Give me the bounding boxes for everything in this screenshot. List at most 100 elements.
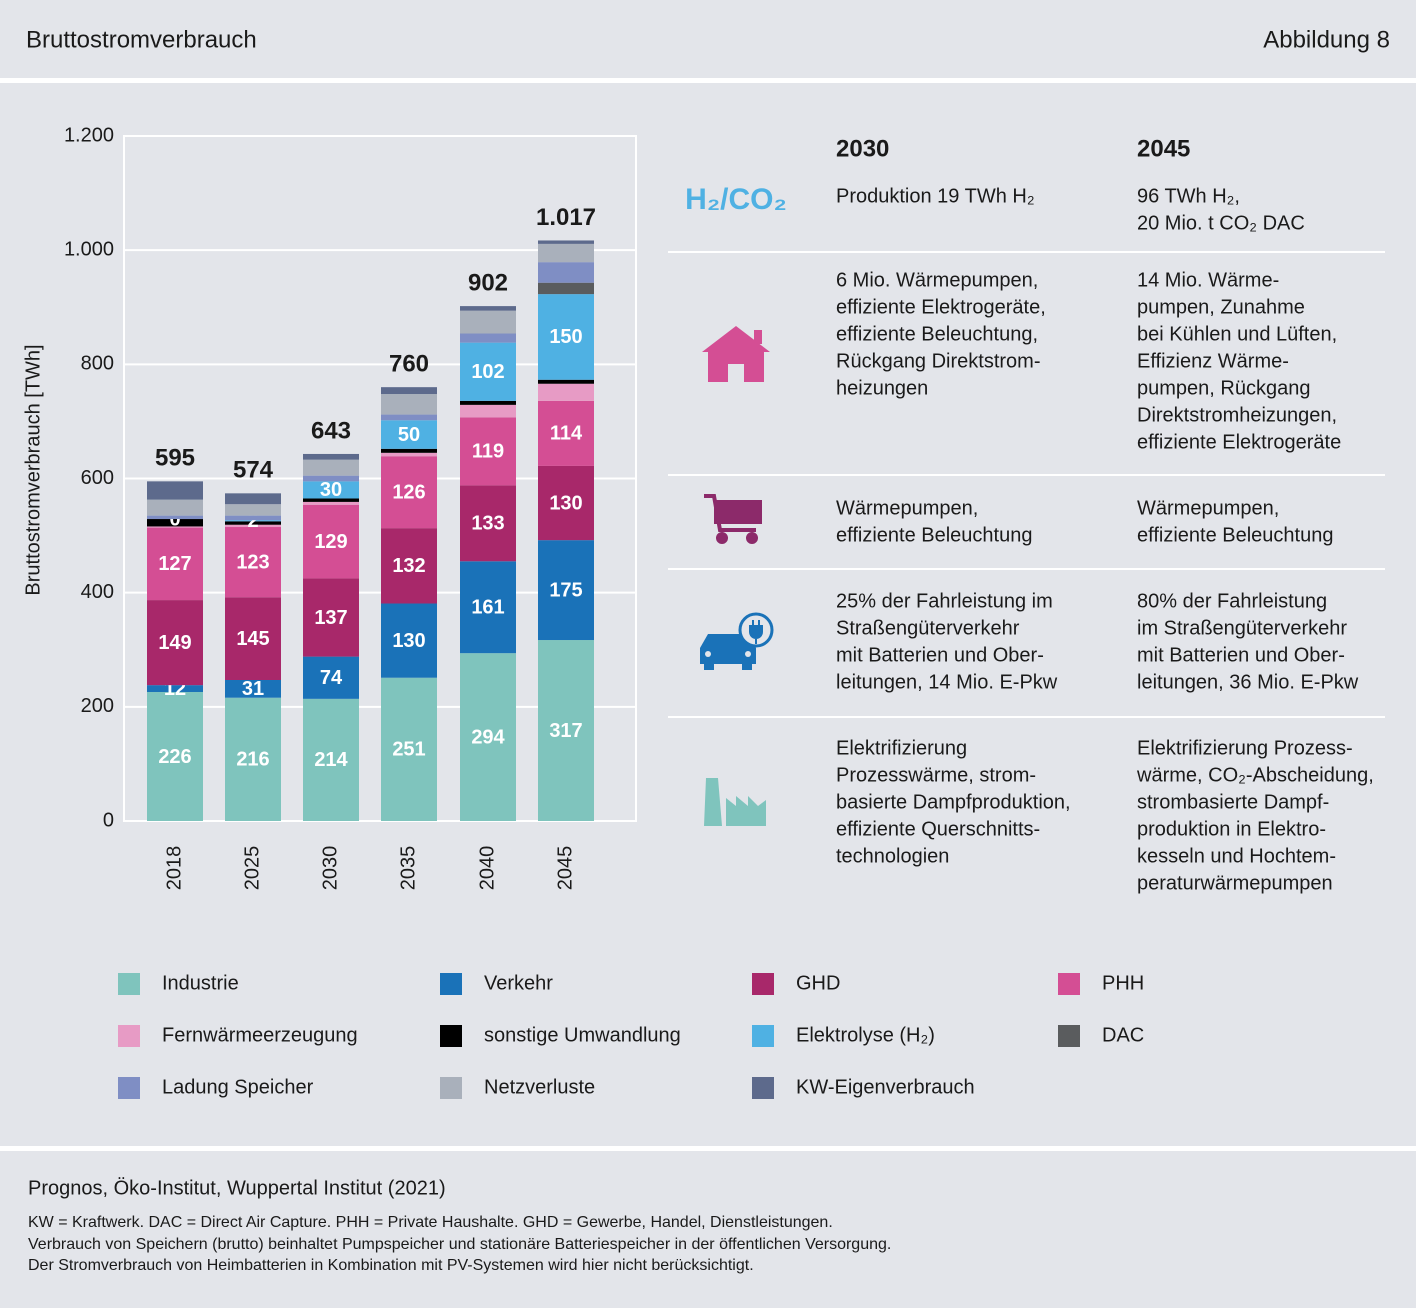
- data-label: 132: [392, 555, 425, 577]
- bar-segment: [303, 453, 359, 460]
- table-header: 2045: [1137, 135, 1190, 162]
- data-label: 214: [314, 749, 348, 771]
- legend-swatch: [1058, 1025, 1080, 1047]
- legend-label: Elektrolyse (H₂): [796, 1024, 935, 1046]
- bar-segment: [381, 452, 437, 457]
- bar-segment: [460, 404, 516, 418]
- bar-segment: [225, 515, 281, 521]
- bar-segment: [225, 520, 281, 522]
- legend-label: DAC: [1102, 1024, 1144, 1046]
- bar-segment: [460, 342, 516, 401]
- bar-segment: [460, 653, 516, 821]
- legend-swatch: [440, 1025, 462, 1047]
- data-label: 130: [392, 630, 425, 652]
- x-tick-label: 2040: [476, 846, 498, 891]
- data-label: 74: [320, 667, 343, 689]
- bar-segment: [147, 691, 203, 821]
- data-label: 294: [471, 726, 505, 748]
- table-cell-line: Elektrifizierung Prozess-: [1137, 737, 1353, 759]
- y-tick-label: 1.000: [64, 238, 114, 260]
- bar-segment: [538, 383, 594, 401]
- bar-segment: [147, 519, 203, 527]
- data-label: 251: [392, 739, 425, 761]
- bar-segment: [460, 333, 516, 343]
- bar-segment: [381, 528, 437, 604]
- y-tick-label: 0: [103, 809, 114, 831]
- bar-segment: [225, 597, 281, 681]
- bar-segment: [147, 685, 203, 692]
- table-cell-line: mit Batterien und Ober-: [1137, 644, 1345, 666]
- table-cell-line: 96 TWh H₂,: [1137, 185, 1240, 207]
- bar-segment: [460, 561, 516, 654]
- data-label: 102: [471, 361, 504, 383]
- data-label: 129: [314, 531, 347, 553]
- table-cell-line: bei Kühlen und Lüften,: [1137, 323, 1337, 345]
- bar-segment: [147, 600, 203, 686]
- table-cell-line: leitungen, 36 Mio. E-Pkw: [1137, 671, 1359, 693]
- legend-swatch: [752, 1025, 774, 1047]
- data-label: 130: [549, 492, 582, 514]
- bar-segment: [303, 698, 359, 821]
- data-label: 137: [314, 607, 347, 629]
- data-label: 149: [158, 632, 191, 654]
- data-label: 50: [398, 424, 420, 446]
- bar-segment: [460, 485, 516, 562]
- data-label: 127: [158, 553, 191, 575]
- table-cell-line: Effizienz Wärme-: [1137, 350, 1289, 372]
- bar-segment: [147, 499, 203, 516]
- header-rule: [0, 78, 1416, 83]
- legend-swatch: [1058, 973, 1080, 995]
- table-cell-line: effiziente Elektrogeräte,: [836, 296, 1046, 318]
- legend-label: Netzverluste: [484, 1076, 595, 1098]
- bar-segment: [460, 400, 516, 405]
- legend-swatch: [752, 973, 774, 995]
- total-label: 902: [468, 269, 508, 296]
- factory-icon: [704, 778, 766, 826]
- note: KW = Kraftwerk. DAC = Direct Air Capture…: [28, 1214, 833, 1231]
- bar-segment: [303, 578, 359, 657]
- total-label: 760: [389, 351, 429, 378]
- total-label: 595: [155, 445, 195, 472]
- table-cell-line: 6 Mio. Wärmepumpen,: [836, 269, 1038, 291]
- source: Prognos, Öko-Institut, Wuppertal Institu…: [28, 1177, 446, 1199]
- x-tick-label: 2025: [241, 846, 263, 891]
- data-label: 161: [471, 597, 504, 619]
- table-cell-line: 80% der Fahrleistung: [1137, 590, 1327, 612]
- data-label: 150: [549, 326, 582, 348]
- bar-segment: [303, 481, 359, 499]
- y-tick-label: 400: [81, 581, 114, 603]
- table-cell-line: heizungen: [836, 377, 928, 399]
- bar-segment: [303, 501, 359, 505]
- bar-segment: [225, 493, 281, 505]
- data-label: 126: [392, 481, 425, 503]
- legend-swatch: [440, 1077, 462, 1099]
- legend-swatch: [118, 1077, 140, 1099]
- legend-label: GHD: [796, 972, 840, 994]
- bar-segment: [381, 603, 437, 678]
- bar-segment: [538, 540, 594, 641]
- table-cell-line: technologien: [836, 845, 949, 867]
- x-tick-label: 2030: [319, 846, 341, 891]
- table-cell-line: effiziente Querschnitts-: [836, 818, 1040, 840]
- bar-segment: [381, 448, 437, 453]
- data-label: 30: [320, 479, 342, 501]
- bar-segment: [460, 417, 516, 486]
- legend-swatch: [440, 973, 462, 995]
- legend-label: Industrie: [162, 972, 239, 994]
- cart-icon: [704, 494, 762, 544]
- y-tick-label: 800: [81, 353, 114, 375]
- legend-swatch: [118, 973, 140, 995]
- data-label: 145: [236, 628, 269, 650]
- table-cell-line: Produktion 19 TWh H₂: [836, 185, 1035, 207]
- table-cell-line: mit Batterien und Ober-: [836, 644, 1044, 666]
- bar-segment: [538, 640, 594, 821]
- table-header: 2030: [836, 135, 889, 162]
- data-label: 216: [236, 749, 269, 771]
- bar-segment: [538, 400, 594, 466]
- bar-segment: [225, 524, 281, 528]
- table-cell-line: Wärmepumpen,: [836, 497, 978, 519]
- data-label: 123: [236, 551, 269, 573]
- table-cell-line: basierte Dampfproduktion,: [836, 791, 1071, 813]
- table-cell-line: strombasierte Dampf-: [1137, 791, 1329, 813]
- figure-label: Abbildung 8: [1263, 26, 1390, 53]
